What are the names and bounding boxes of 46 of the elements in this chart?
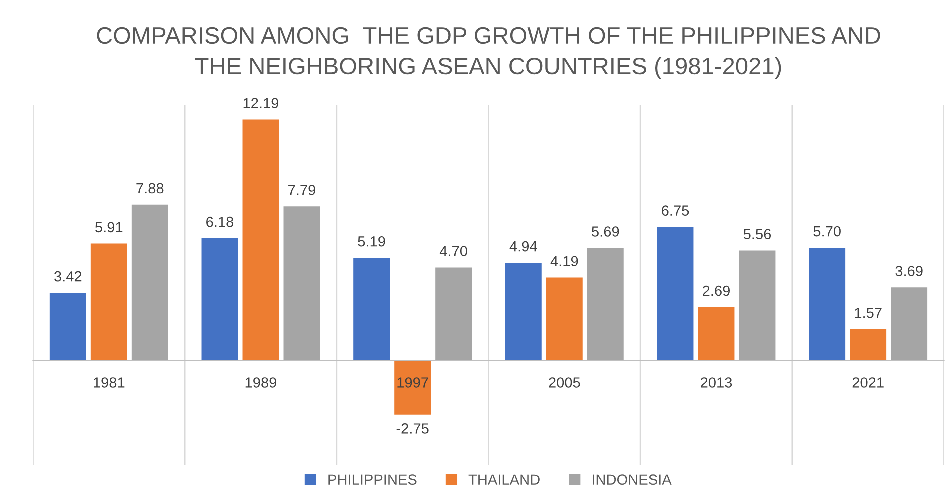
data-label: 5.19 xyxy=(358,236,386,247)
data-label: 12.19 xyxy=(244,98,279,109)
data-label: 5.70 xyxy=(814,226,841,237)
data-label: 4.94 xyxy=(510,241,538,252)
data-label: 5.91 xyxy=(96,222,123,233)
bar xyxy=(354,258,390,361)
bar xyxy=(90,244,128,361)
data-label: 5.69 xyxy=(592,226,620,237)
data-label: 7.79 xyxy=(288,185,316,196)
legend-label: THAILAND xyxy=(468,474,540,485)
data-label: 7.88 xyxy=(136,183,164,194)
bar xyxy=(505,262,542,361)
data-label: 4.70 xyxy=(440,246,468,256)
data-label: 1.57 xyxy=(855,308,882,318)
x-tick-label: 1981 xyxy=(94,378,125,388)
bar xyxy=(587,248,624,361)
bar xyxy=(132,204,168,361)
x-tick-label: 2013 xyxy=(701,378,732,388)
bar xyxy=(891,288,928,361)
bar xyxy=(242,120,280,361)
x-tick-label: 1989 xyxy=(246,378,277,388)
legend-label: PHILIPPINES xyxy=(328,474,417,485)
legend-label: INDONESIA xyxy=(592,474,672,485)
data-label: 5.56 xyxy=(744,229,772,240)
bar xyxy=(698,307,735,361)
bar xyxy=(436,268,472,361)
x-tick-label: 2005 xyxy=(549,378,580,388)
bar xyxy=(739,250,776,361)
bar xyxy=(850,330,887,361)
data-label: -2.75 xyxy=(396,424,429,434)
data-label: 3.42 xyxy=(54,271,82,282)
bar xyxy=(284,206,320,361)
bar xyxy=(657,227,694,361)
x-tick-label: 2021 xyxy=(852,378,884,388)
bar xyxy=(809,248,846,361)
bar xyxy=(50,292,86,361)
x-tick-label: 1997 xyxy=(398,378,428,388)
data-label: 6.18 xyxy=(206,216,234,228)
bar xyxy=(202,238,238,361)
data-label: 3.69 xyxy=(896,266,923,276)
data-label: 4.19 xyxy=(550,256,578,267)
bar xyxy=(546,278,583,361)
data-label: 6.75 xyxy=(662,206,690,216)
bar xyxy=(394,360,432,415)
chart-title: COMPARISON AMONG THE GDP GROWTH OF THE PHILIPPINES AND THE NEIGHBORING ASEAN COUNTRIES (1981-2021) xyxy=(97,27,880,80)
data-label: 2.69 xyxy=(703,286,730,296)
